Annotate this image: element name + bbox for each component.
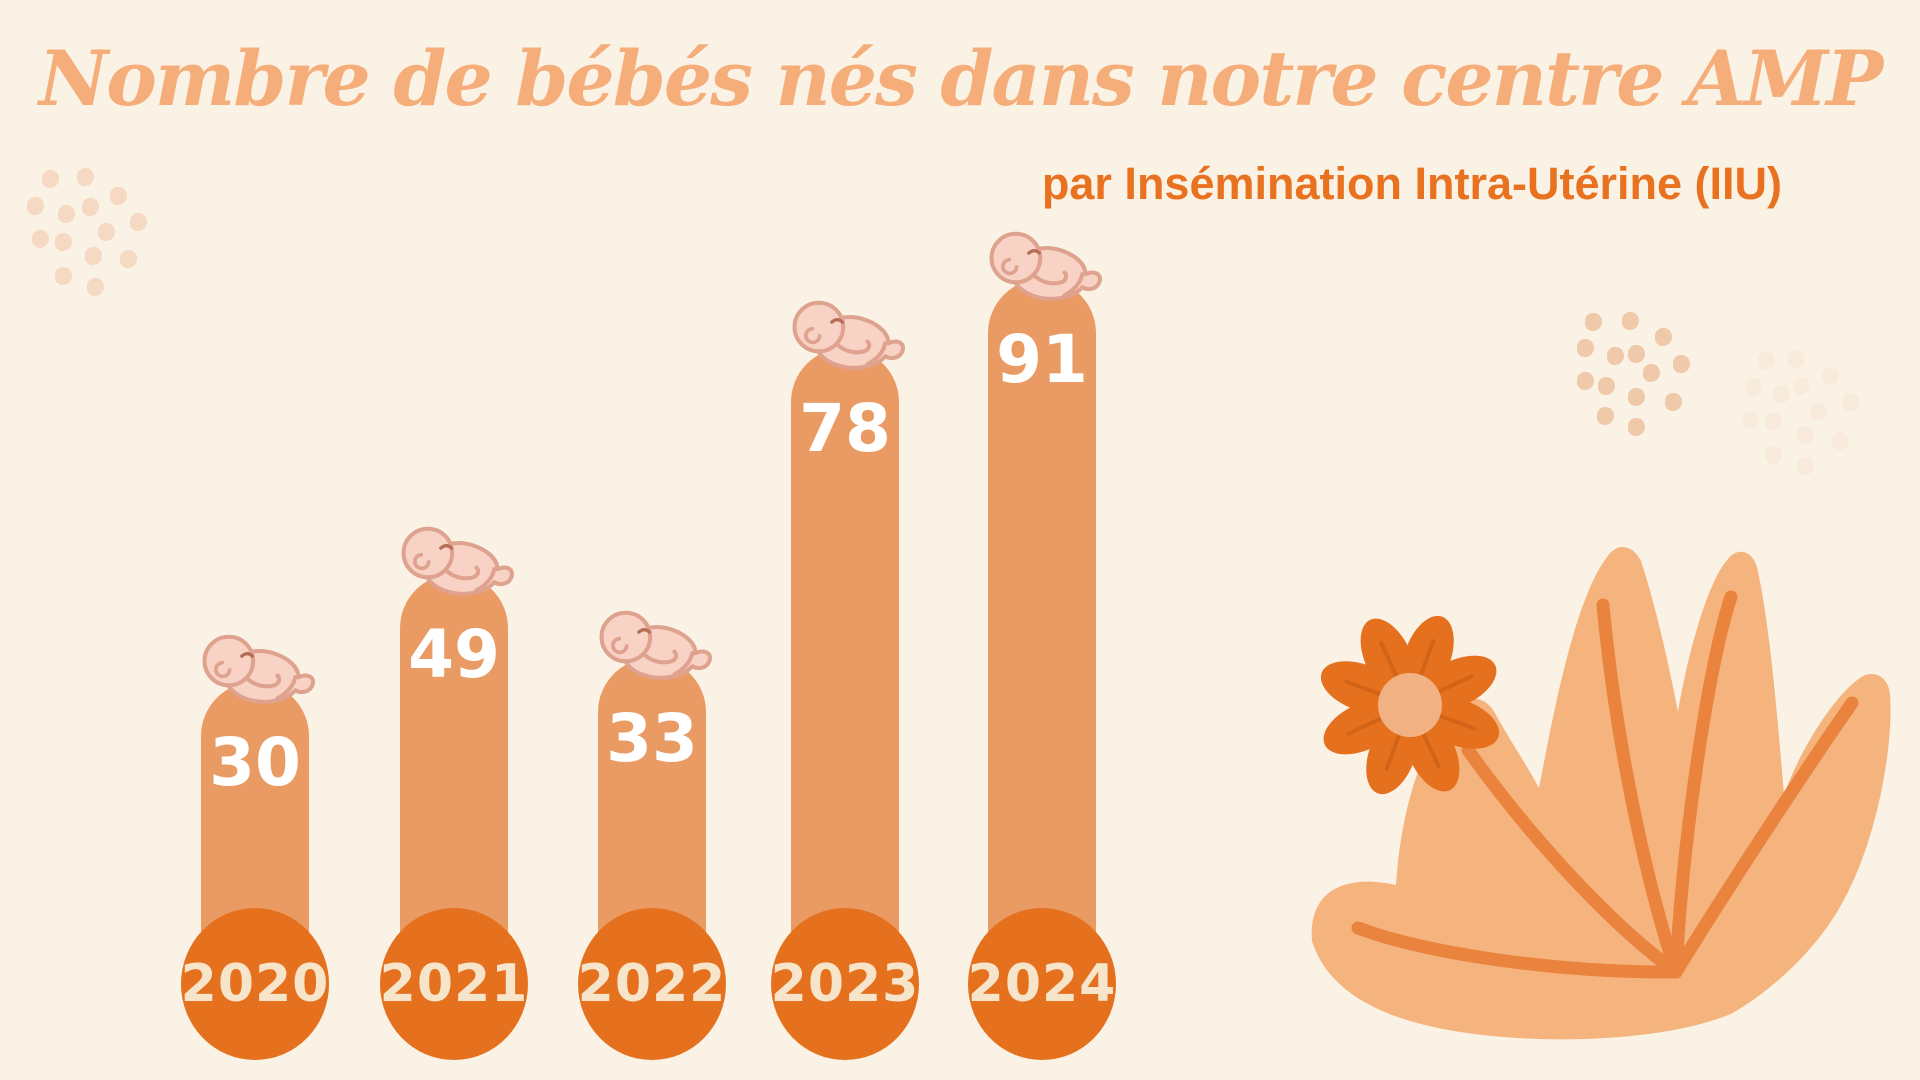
decorative-dot <box>27 197 44 215</box>
decorative-dot <box>1797 426 1814 444</box>
decorative-dot <box>55 267 72 285</box>
baby-icon <box>980 224 1110 305</box>
decorative-dot <box>110 187 127 205</box>
decorative-dot <box>1773 385 1790 403</box>
decorative-dot <box>77 168 94 186</box>
year-badge-2022: 2022 <box>578 908 726 1060</box>
year-badge-2020: 2020 <box>181 908 329 1060</box>
decorative-dot <box>58 205 75 223</box>
year-badge-2023: 2023 <box>771 908 919 1060</box>
decorative-dot <box>55 233 72 251</box>
bar-value-label: 78 <box>799 390 891 467</box>
bar-2024: 91 <box>988 279 1096 1005</box>
decorative-dot <box>87 278 104 296</box>
bar-value-label: 49 <box>408 616 500 693</box>
decorative-dot <box>1655 328 1672 346</box>
decorative-dot <box>98 223 115 241</box>
decorative-dot <box>1745 378 1762 396</box>
year-badge-2021: 2021 <box>380 908 528 1060</box>
bar-value-label: 30 <box>209 724 301 801</box>
page-title: Nombre de bébés nés dans notre centre AM… <box>38 34 1884 123</box>
year-badge-2024: 2024 <box>968 908 1116 1060</box>
plant-leaf-illustration <box>1311 546 1891 1040</box>
baby-icon <box>193 627 323 708</box>
decorative-dot <box>32 230 49 248</box>
decorative-dot <box>1628 345 1645 363</box>
decorative-dot <box>1797 457 1814 475</box>
decorative-dot <box>1597 407 1614 425</box>
decorative-dot <box>130 213 147 231</box>
decorative-dot <box>1793 377 1810 395</box>
bar-value-label: 33 <box>606 700 698 777</box>
decorative-dot <box>1585 313 1602 331</box>
decorative-dot <box>1628 418 1645 436</box>
decorative-dot <box>1665 393 1682 411</box>
flower-icon <box>1320 615 1500 795</box>
decorative-dot <box>1577 339 1594 357</box>
decorative-dot <box>1832 432 1849 450</box>
decorative-dot <box>42 170 59 188</box>
decorative-dot <box>1628 388 1645 406</box>
decorative-dot <box>1822 367 1839 385</box>
bar-value-label: 91 <box>996 321 1088 398</box>
decorative-dot <box>1765 446 1782 464</box>
decorative-dot <box>1788 350 1805 368</box>
decorative-dot <box>85 247 102 265</box>
decorative-dot <box>1742 411 1759 429</box>
decorative-dot <box>1673 355 1690 373</box>
decorative-dot <box>1598 377 1615 395</box>
decorative-dot <box>1810 403 1827 421</box>
decorative-dot <box>1577 372 1594 390</box>
page-subtitle: par Insémination Intra-Utérine (IIU) <box>1041 158 1782 209</box>
decorative-dot <box>1842 393 1859 411</box>
bar-2023: 78 <box>791 348 899 1005</box>
flower-center <box>1378 673 1442 737</box>
decorative-dot <box>1758 352 1775 370</box>
baby-icon <box>392 519 522 600</box>
decorative-dot <box>1607 347 1624 365</box>
decorative-dot <box>1643 364 1660 382</box>
decorative-dot <box>82 198 99 216</box>
decorative-dot <box>120 250 137 268</box>
baby-icon <box>590 603 720 684</box>
baby-icon <box>783 293 913 374</box>
decorative-dot <box>1622 312 1639 330</box>
decorative-dot <box>1765 413 1782 431</box>
